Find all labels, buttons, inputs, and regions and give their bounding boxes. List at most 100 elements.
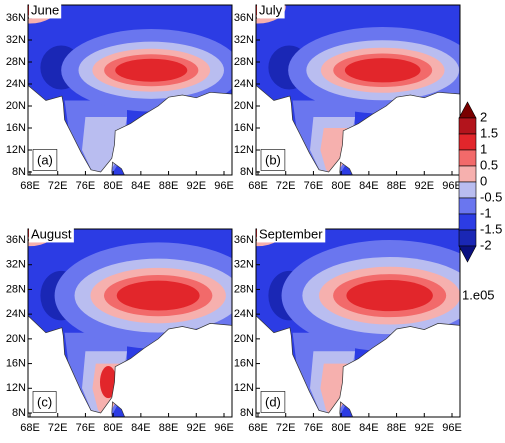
coastline [111,401,126,417]
lon-label: 80E [103,422,123,434]
contour-fill [115,58,188,82]
map-area [256,229,460,417]
lon-label: 84E [131,422,151,434]
lat-label: 8N [240,407,254,419]
map-frame [255,228,461,418]
map-panel: 36N 32N 28N 24N 20N 16N 12N 8N 68E 72E 76E 80E 84E 88… [234,225,462,434]
lon-label: 80E [103,180,123,192]
map-frame [27,4,233,176]
panel-label-bg [260,149,286,171]
coastline [339,401,354,417]
lat-label: 28N [234,56,254,68]
lon-label: 76E [304,180,324,192]
colorbar-multiplier: 1.e05 [462,287,495,302]
panel-label-bg [32,391,57,413]
lat-label: 20N [6,333,26,345]
coastline [28,84,232,173]
colorbar-label: -1.5 [480,221,502,236]
lon-label: 92E [186,180,206,192]
panel-label: (b) [265,152,281,167]
contour-fill [320,128,349,175]
lat-label: 32N [6,34,26,46]
lon-label: 96E [214,422,234,434]
colorbar-label: -1 [480,205,492,220]
lon-label: 92E [414,422,434,434]
panel-label: (a) [37,152,53,167]
colorbar-label: 2 [480,109,487,124]
lat-label: 24N [234,78,254,90]
lat-label: 24N [6,78,26,90]
lon-label: 80E [331,422,351,434]
lon-label: 76E [76,180,96,192]
lat-label: 20N [6,100,26,112]
lat-label: 16N [234,122,254,134]
panel-label: (c) [37,394,52,409]
lat-label: 16N [6,357,26,369]
lat-label: 36N [234,234,254,246]
colorbar-cap [458,101,477,119]
map-area [28,5,232,175]
lon-label: 92E [186,422,206,434]
lat-label: 28N [6,283,26,295]
lat-label: 20N [234,100,254,112]
colorbar-box [458,149,477,167]
lat-label: 12N [234,144,254,156]
colorbar-label: 0.5 [480,157,498,172]
lat-label: 12N [234,382,254,394]
lon-label: 84E [359,422,379,434]
panel-title: June [31,2,59,17]
map-panel: 36N 32N 28N 24N 20N 16N 12N 8N 68E 72E 76E 80E 84E 88… [6,225,234,434]
colorbar-box [458,213,477,231]
lon-label: 80E [331,180,351,192]
panel-title-bg [29,1,62,19]
lon-label: 76E [76,422,96,434]
lat-label: 16N [6,122,26,134]
colorbar-box [458,165,477,183]
contour-fill [344,58,421,83]
lon-label: 88E [159,422,179,434]
lon-label: 68E [20,422,40,434]
panel-title-bg [257,1,285,19]
lat-label: 36N [6,234,26,246]
panel-label-bg [260,391,286,413]
panel-title: August [31,226,72,241]
lon-label: 96E [214,180,234,192]
colorbar-label: 1 [480,141,487,156]
lat-label: 12N [6,382,26,394]
lat-label: 12N [6,144,26,156]
lon-label: 72E [276,180,296,192]
panel-title: July [259,2,283,17]
lat-label: 36N [6,12,26,24]
panel-label: (d) [265,394,281,409]
panel-title-bg [29,225,74,243]
colorbar-box [458,117,477,135]
coastline [339,161,353,175]
map-frame [255,4,461,176]
lon-label: 92E [414,180,434,192]
contour-field [28,5,232,175]
lon-label: 96E [442,180,462,192]
lat-label: 8N [12,166,26,178]
lon-label: 96E [442,422,462,434]
colorbar-box [458,181,477,199]
contour-fill [99,366,117,399]
contour-field [256,229,460,417]
colorbar-cap [458,245,477,263]
panel-title-bg [257,225,326,243]
lon-label: 72E [48,422,68,434]
coastline [256,315,460,414]
panel-label-bg [32,149,58,171]
lat-label: 32N [6,259,26,271]
contour-fill [320,363,349,417]
map-panel: 36N 32N 28N 24N 20N 16N 12N 8N 68E 72E 76E 80E 84E 88… [234,1,462,192]
lon-label: 88E [159,180,179,192]
lon-label: 68E [20,180,40,192]
lon-label: 88E [387,180,407,192]
lat-label: 32N [234,34,254,46]
lon-label: 84E [131,180,151,192]
map-panel: 36N 32N 28N 24N 20N 16N 12N 8N 68E 72E 76E 80E 84E 88… [6,1,234,192]
lat-label: 28N [234,283,254,295]
lon-label: 84E [359,180,379,192]
colorbar-label: -2 [480,237,492,252]
